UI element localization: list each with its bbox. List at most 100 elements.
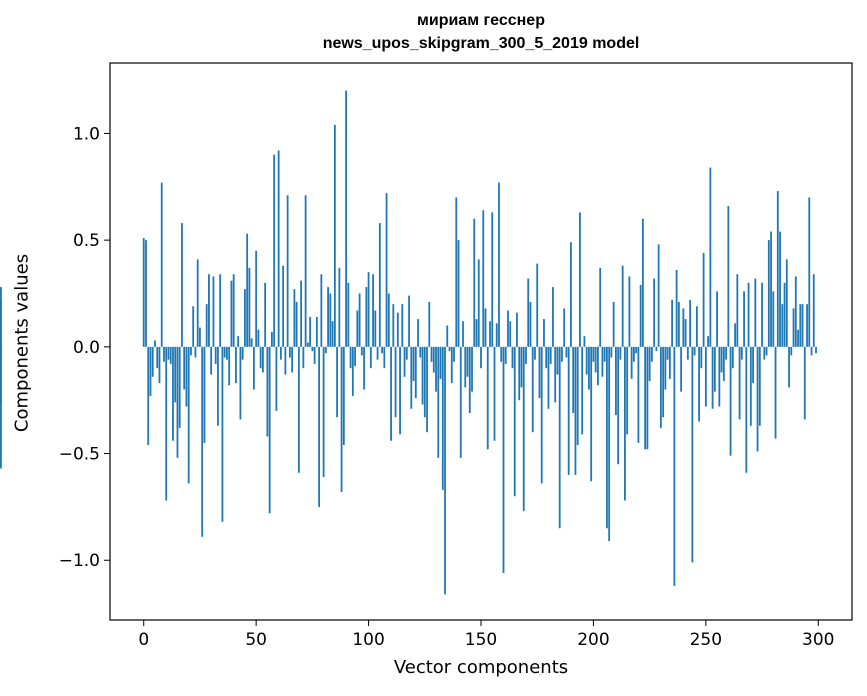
bar-45 bbox=[244, 289, 246, 347]
bar-43 bbox=[239, 346, 242, 420]
bar-109 bbox=[387, 293, 390, 347]
bar-150 bbox=[480, 346, 482, 369]
bar-160 bbox=[502, 346, 505, 574]
bar-40 bbox=[232, 274, 235, 347]
bar-278 bbox=[767, 240, 770, 347]
bar-169 bbox=[522, 346, 525, 512]
bar-295 bbox=[806, 304, 808, 347]
bar-56 bbox=[268, 346, 271, 514]
bar-129 bbox=[432, 346, 435, 373]
bar-64 bbox=[286, 195, 289, 347]
bar-228 bbox=[655, 346, 658, 352]
bar-8 bbox=[160, 182, 163, 347]
bar-2 bbox=[147, 346, 150, 446]
bar-214 bbox=[624, 346, 626, 501]
bar-96 bbox=[358, 293, 361, 347]
x-tick-label: 0 bbox=[138, 630, 149, 650]
bar-213 bbox=[621, 265, 624, 347]
bar-198 bbox=[588, 346, 590, 390]
bar-121 bbox=[414, 346, 417, 399]
bar-54 bbox=[264, 282, 267, 347]
bar-296 bbox=[808, 197, 811, 347]
chart-subtitle: news_upos_skipgram_300_5_2019 model bbox=[322, 35, 640, 52]
bar-227 bbox=[653, 278, 656, 347]
bar-38 bbox=[228, 346, 231, 386]
bar-203 bbox=[599, 267, 602, 347]
bar-123 bbox=[419, 346, 422, 358]
bar-201 bbox=[594, 346, 597, 373]
bar-293 bbox=[801, 304, 804, 347]
bar-86 bbox=[336, 346, 338, 418]
bar-183 bbox=[554, 346, 557, 403]
bar-79 bbox=[320, 274, 323, 347]
bar-240 bbox=[682, 308, 685, 347]
bar-197 bbox=[585, 346, 588, 375]
bar-163 bbox=[509, 321, 512, 347]
y-tick-label: 1.0 bbox=[73, 124, 100, 144]
bar-253 bbox=[711, 346, 714, 409]
bar-133 bbox=[441, 346, 444, 490]
bar-263 bbox=[734, 323, 736, 347]
bar-62 bbox=[282, 265, 285, 347]
bar-84 bbox=[331, 321, 334, 347]
bar-101 bbox=[369, 346, 372, 369]
bar-136 bbox=[448, 346, 451, 352]
bar-48 bbox=[250, 338, 253, 347]
bar-undefined bbox=[0, 287, 2, 347]
bar-257 bbox=[720, 346, 723, 373]
bar-50 bbox=[255, 250, 258, 347]
bar-189 bbox=[567, 346, 570, 475]
bar-15 bbox=[176, 346, 179, 458]
bar-212 bbox=[619, 346, 622, 360]
bar-174 bbox=[534, 346, 536, 360]
bar-144 bbox=[466, 346, 469, 377]
bar-23 bbox=[194, 346, 197, 358]
bar-193 bbox=[576, 346, 579, 446]
bar-11 bbox=[167, 346, 170, 360]
bar-55 bbox=[266, 346, 269, 437]
bar-256 bbox=[718, 346, 721, 407]
bar-167 bbox=[518, 346, 521, 401]
bar-110 bbox=[390, 346, 392, 441]
y-axis-ticks: −1.0 −0.5 0.0 0.5 1.0 bbox=[59, 124, 110, 571]
bar-85 bbox=[333, 124, 336, 347]
bar-287 bbox=[788, 346, 790, 388]
bar-81 bbox=[324, 346, 327, 354]
y-tick-label: 0.0 bbox=[73, 338, 100, 358]
bar-131 bbox=[437, 346, 440, 458]
bar-159 bbox=[500, 346, 503, 362]
bar-224 bbox=[646, 346, 649, 450]
bar-37 bbox=[226, 346, 228, 360]
bar-149 bbox=[477, 259, 480, 347]
bar-280 bbox=[772, 291, 775, 347]
bar-24 bbox=[196, 259, 199, 347]
bar-259 bbox=[725, 346, 727, 360]
bar-274 bbox=[758, 346, 761, 426]
bar-166 bbox=[516, 312, 518, 347]
chart-title: мириам гесснер bbox=[417, 12, 545, 29]
bar-100 bbox=[367, 272, 370, 347]
bar-53 bbox=[262, 346, 264, 373]
x-tick-label: 50 bbox=[245, 630, 267, 650]
bar-93 bbox=[351, 346, 354, 396]
bar-178 bbox=[543, 319, 545, 347]
bar-181 bbox=[549, 346, 552, 364]
x-tick-label: 250 bbox=[690, 630, 722, 650]
bar-112 bbox=[394, 346, 397, 418]
bar-232 bbox=[664, 346, 667, 390]
bar-220 bbox=[637, 346, 640, 443]
bar-152 bbox=[484, 308, 487, 347]
bar-69 bbox=[297, 346, 300, 473]
bar-273 bbox=[756, 346, 759, 452]
bar-126 bbox=[426, 346, 428, 433]
bar-186 bbox=[561, 346, 563, 362]
bar-59 bbox=[275, 346, 278, 411]
bar-39 bbox=[230, 280, 233, 347]
bar-32 bbox=[214, 346, 217, 364]
bar-219 bbox=[635, 346, 638, 354]
bar-27 bbox=[203, 346, 206, 443]
bar-52 bbox=[259, 346, 262, 369]
bar-9 bbox=[163, 346, 165, 362]
bar-98 bbox=[363, 346, 365, 390]
bar-119 bbox=[410, 346, 413, 409]
